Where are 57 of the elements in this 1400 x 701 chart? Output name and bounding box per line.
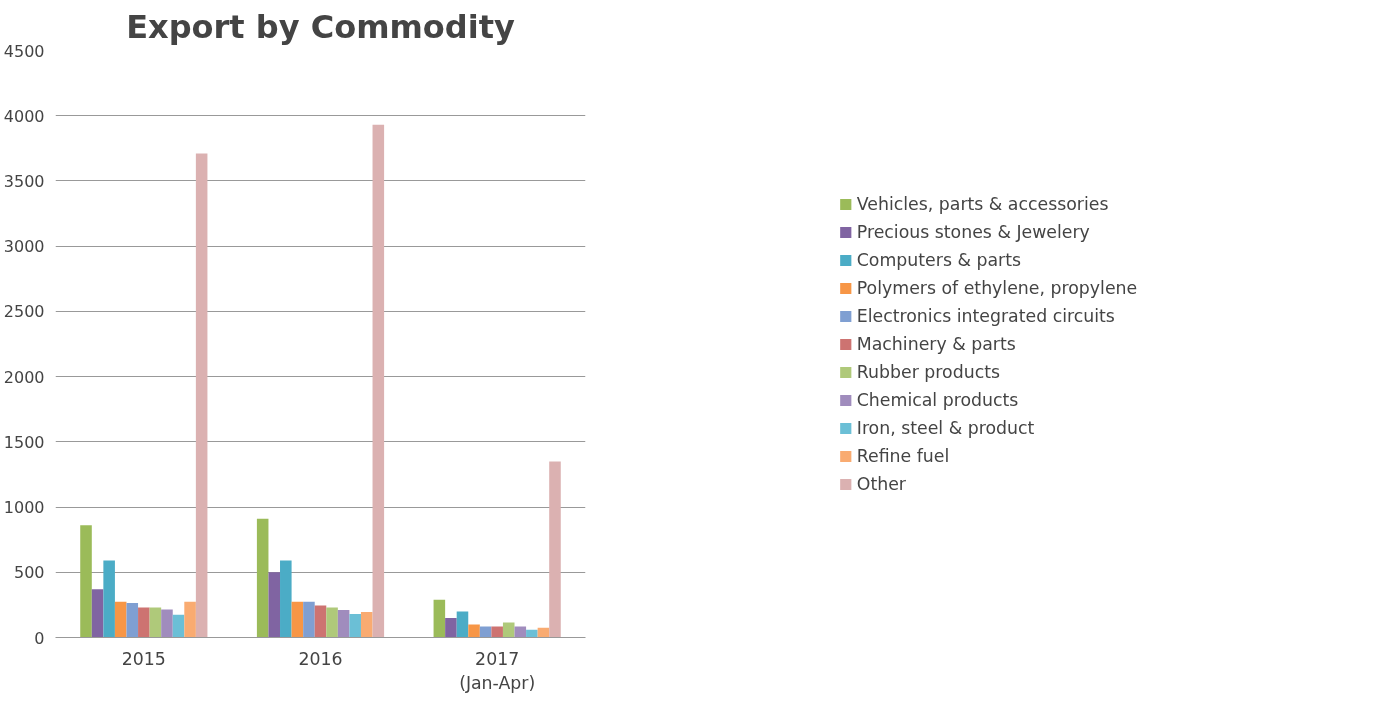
bar <box>337 610 350 638</box>
legend-label: Iron, steel & product <box>856 417 1035 438</box>
legend-label: Refine fuel <box>856 445 950 466</box>
bar <box>468 624 480 638</box>
legend-label: Precious stones & Jewelery <box>856 221 1090 242</box>
bar <box>456 611 469 638</box>
bar <box>280 560 292 638</box>
bar <box>479 626 492 638</box>
bar <box>184 601 196 638</box>
bar <box>360 612 373 638</box>
y-tick-label: 3000 <box>3 237 45 257</box>
y-tick-label: 2500 <box>3 302 45 322</box>
bar <box>349 614 361 638</box>
bar <box>114 601 127 638</box>
legend-label: Rubber products <box>856 361 1000 382</box>
legend-label: Electronics integrated circuits <box>856 305 1115 326</box>
legend-label: Computers & parts <box>856 249 1022 270</box>
bar <box>303 601 315 638</box>
y-tick-label: 4000 <box>3 106 45 126</box>
bar <box>549 461 561 638</box>
bar <box>433 599 446 638</box>
bar <box>172 614 185 638</box>
bar <box>256 518 269 638</box>
x-tick-label: 2017 (Jan-Apr) <box>459 648 536 693</box>
y-tick-label: 0 <box>34 628 45 648</box>
legend-label: Vehicles, parts & accessories <box>856 193 1109 214</box>
bar <box>195 153 208 638</box>
chart-title: Export by Commodity <box>126 7 515 46</box>
bar <box>445 617 457 638</box>
bar <box>80 525 92 638</box>
bar <box>161 609 173 638</box>
bar <box>268 572 281 638</box>
bar <box>103 560 115 638</box>
bar <box>138 607 150 638</box>
y-tick-label: 2000 <box>3 367 45 387</box>
y-tick-label: 1500 <box>3 432 45 452</box>
bar <box>126 602 139 638</box>
legend-label: Machinery & parts <box>856 333 1016 354</box>
x-tick-label: 2015 <box>121 648 166 669</box>
legend-label: Chemical products <box>856 389 1019 410</box>
bar <box>149 607 162 638</box>
legend-label: Polymers of ethylene, propylene <box>856 277 1138 298</box>
x-tick-label: 2016 <box>298 648 343 669</box>
legend-label: Other <box>856 473 906 494</box>
y-tick-label: 500 <box>13 563 45 583</box>
bar <box>326 607 338 638</box>
bar <box>526 629 538 638</box>
bar <box>514 626 527 638</box>
y-tick-label: 3500 <box>3 171 45 191</box>
y-tick-label: 1000 <box>3 498 45 518</box>
bar <box>372 124 385 638</box>
bar <box>314 605 327 638</box>
bar <box>91 589 104 638</box>
bar <box>491 626 503 638</box>
bar <box>502 622 515 638</box>
bar <box>291 601 304 638</box>
y-tick-label: 4500 <box>3 41 45 61</box>
